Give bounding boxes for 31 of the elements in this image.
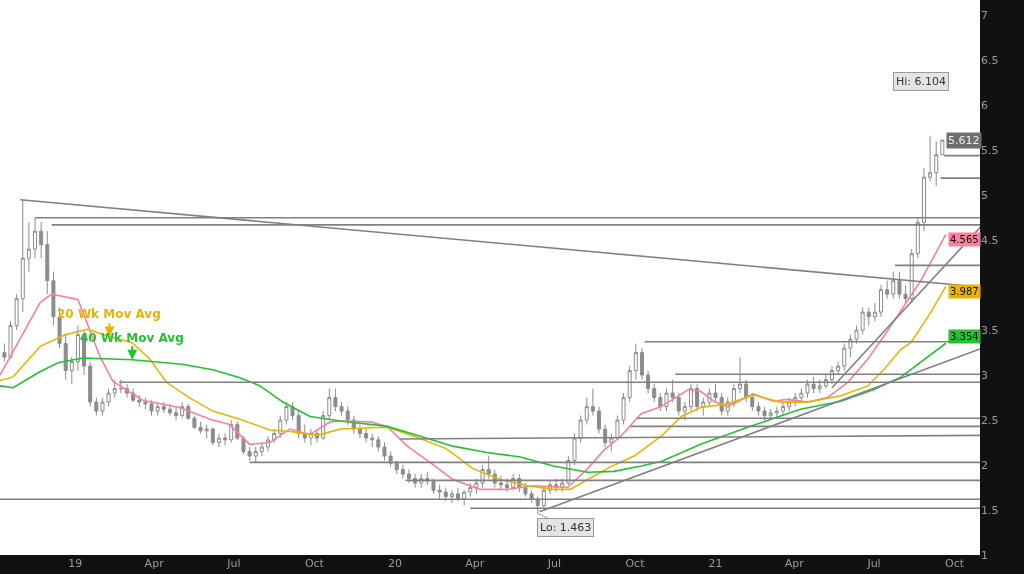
series-label: 20 Wk Mov Avg [57, 307, 161, 321]
y-tick-label: 2.5 [981, 413, 999, 427]
y-tick-label: 7 [981, 9, 988, 23]
y-tick-label: 4.5 [981, 234, 999, 248]
x-tick-label: Jul [226, 557, 241, 570]
y-tick-label: 3 [981, 368, 988, 382]
x-tick-label: 19 [68, 557, 83, 570]
y-tick-label: 6.5 [981, 54, 999, 68]
data-label: 3.354 [950, 331, 979, 342]
y-tick-label: 5 [981, 189, 988, 203]
data-label: 4.565 [950, 234, 979, 245]
x-tick-label: 21 [708, 557, 723, 570]
x-tick-label: Jul [866, 557, 881, 570]
x-tick-label: Apr [784, 557, 805, 570]
annotation: Lo: 1.463 [540, 521, 592, 534]
x-tick-label: Oct [945, 557, 965, 570]
x-tick-label: Oct [625, 557, 646, 570]
data-label: 3.987 [950, 286, 979, 297]
y-tick-label: 1 [981, 548, 988, 562]
x-tick-label: Apr [465, 557, 485, 570]
annotation: Hi: 6.104 [896, 75, 947, 88]
y-tick-label: 3.5 [981, 323, 999, 337]
x-tick-label: Jul [546, 557, 562, 570]
x-tick-label: Apr [144, 557, 165, 570]
annotation: 5.612 [948, 134, 980, 147]
y-tick-label: 2 [981, 458, 988, 472]
x-tick-label: Oct [304, 557, 325, 570]
y-tick-label: 5.5 [981, 144, 999, 158]
y-tick-label: 1.5 [981, 503, 999, 517]
x-tick-label: 20 [387, 557, 402, 570]
y-tick-label: 6 [981, 99, 988, 113]
